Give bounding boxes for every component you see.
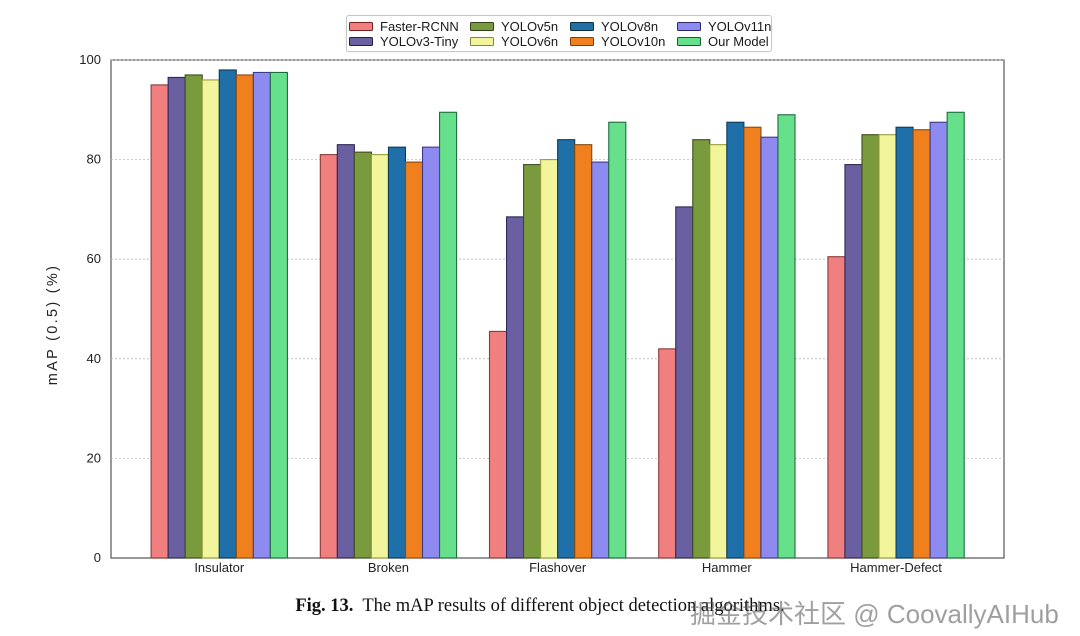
svg-text:Hammer: Hammer [702,560,753,575]
svg-text:60: 60 [87,251,101,266]
svg-text:Broken: Broken [368,560,409,575]
svg-text:Insulator: Insulator [194,560,245,575]
svg-text:0: 0 [94,550,101,565]
svg-text:Hammer-Defect: Hammer-Defect [850,560,942,575]
svg-text:80: 80 [87,152,101,167]
svg-text:100: 100 [79,52,101,67]
svg-text:Flashover: Flashover [529,560,587,575]
svg-text:20: 20 [87,450,101,465]
svg-text:40: 40 [87,351,101,366]
